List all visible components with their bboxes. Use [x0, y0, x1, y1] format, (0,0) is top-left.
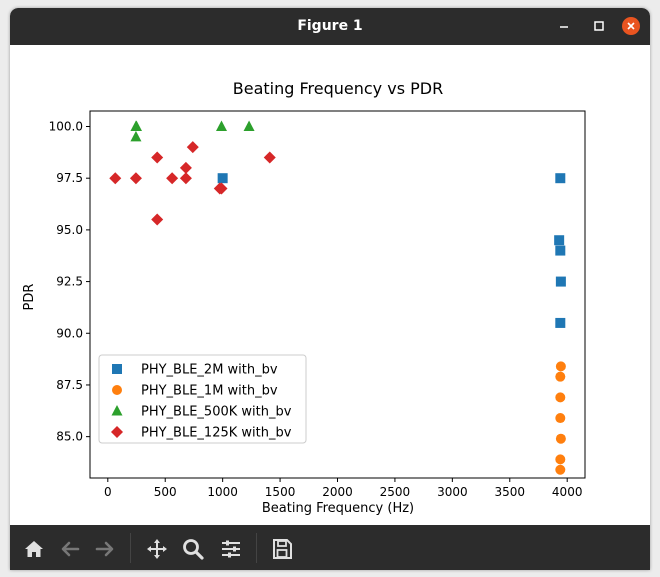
legend-marker — [111, 426, 123, 438]
navigation-toolbar — [10, 525, 650, 570]
data-point-diamond — [151, 213, 164, 226]
plot-area: 0 500 1000 1500 2000 2500 3000 3500 4000 85.0 87.5… — [49, 110, 586, 499]
y-tick-label: 87.5 — [56, 378, 83, 392]
data-point-square — [554, 235, 565, 246]
data-point-square — [555, 276, 566, 287]
data-point-circle — [555, 371, 566, 382]
legend-marker — [112, 364, 122, 374]
figure-canvas[interactable]: Beating Frequency vs PDR 0 500 1000 1500 200… — [10, 45, 650, 525]
data-point-circle — [555, 413, 566, 424]
x-tick-label: 1000 — [207, 485, 238, 499]
data-point-diamond — [215, 182, 228, 195]
legend-label: PHY_BLE_2M with_bv — [141, 363, 278, 378]
legend-label: PHY_BLE_500K with_bv — [141, 405, 292, 420]
x-tick-label: 2500 — [380, 485, 411, 499]
x-tick-label: 3500 — [495, 485, 526, 499]
data-point-circle — [555, 392, 566, 403]
pan-icon — [147, 539, 167, 559]
x-axis-label: Beating Frequency (Hz) — [262, 501, 414, 516]
save-icon — [273, 539, 292, 559]
y-tick-label: 90.0 — [56, 326, 83, 340]
data-point-square — [555, 317, 566, 328]
close-button[interactable] — [622, 17, 640, 35]
minimize-button[interactable] — [555, 17, 573, 35]
data-point-diamond — [179, 161, 192, 174]
data-point-square — [217, 173, 228, 184]
maximize-icon — [594, 21, 604, 31]
save-button[interactable] — [270, 537, 294, 561]
legend-box — [98, 354, 307, 444]
data-point-circle — [555, 454, 566, 465]
minimize-icon — [560, 26, 568, 28]
forward-button[interactable] — [93, 537, 117, 561]
home-icon — [25, 541, 43, 557]
x-tick-label: 2000 — [322, 485, 353, 499]
y-axis-label: PDR — [22, 284, 37, 311]
y-tick-label: 95.0 — [56, 223, 83, 237]
x-tick-label: 4000 — [552, 485, 583, 499]
x-tick-label: 3000 — [437, 485, 468, 499]
data-point-circle — [555, 464, 566, 475]
data-point-diamond — [179, 172, 192, 185]
close-icon — [627, 22, 635, 30]
x-tick-label: 500 — [154, 485, 177, 499]
maximize-button[interactable] — [590, 17, 608, 35]
data-point-diamond — [166, 172, 179, 185]
pan-button[interactable] — [145, 537, 169, 561]
data-point-triangle — [243, 120, 255, 132]
data-point-triangle — [130, 130, 142, 142]
data-point-triangle — [131, 120, 143, 132]
back-button[interactable] — [58, 537, 82, 561]
y-tick-label: 92.5 — [56, 275, 83, 289]
toolbar-separator — [130, 533, 131, 563]
legend-marker — [111, 405, 123, 416]
x-tick-label: 1500 — [265, 485, 296, 499]
y-tick-label: 97.5 — [56, 171, 83, 185]
y-tick-label: 100.0 — [49, 120, 83, 134]
zoom-button[interactable] — [181, 537, 205, 561]
toolbar-separator — [256, 533, 257, 563]
data-point-diamond — [109, 172, 122, 185]
zoom-icon — [183, 539, 204, 560]
title-bar: Figure 1 — [10, 8, 650, 45]
forward-icon — [95, 541, 114, 557]
data-point-diamond — [186, 141, 199, 154]
data-point-triangle — [216, 120, 228, 132]
configure-subplots-icon — [222, 540, 240, 558]
data-point-circle — [555, 433, 566, 444]
data-point-diamond — [151, 151, 164, 164]
data-point-square — [555, 173, 566, 184]
window-title: Figure 1 — [297, 18, 363, 34]
legend-label: PHY_BLE_125K with_bv — [141, 426, 292, 441]
x-tick-label: 0 — [104, 485, 112, 499]
chart-title: Beating Frequency vs PDR — [233, 79, 443, 98]
figure-window: Figure 1 Beating Frequency vs PDR 0 500 10… — [10, 8, 650, 570]
home-button[interactable] — [22, 537, 46, 561]
legend-marker — [112, 385, 122, 395]
configure-subplots-button[interactable] — [219, 537, 243, 561]
data-point-diamond — [263, 151, 276, 164]
data-point-circle — [555, 361, 566, 372]
data-point-square — [555, 245, 566, 256]
scatter-chart: Beating Frequency vs PDR 0 500 1000 1500 200… — [22, 79, 586, 516]
data-point-diamond — [129, 172, 142, 185]
legend-label: PHY_BLE_1M with_bv — [141, 384, 278, 399]
back-icon — [61, 541, 80, 557]
y-tick-label: 85.0 — [56, 430, 83, 444]
